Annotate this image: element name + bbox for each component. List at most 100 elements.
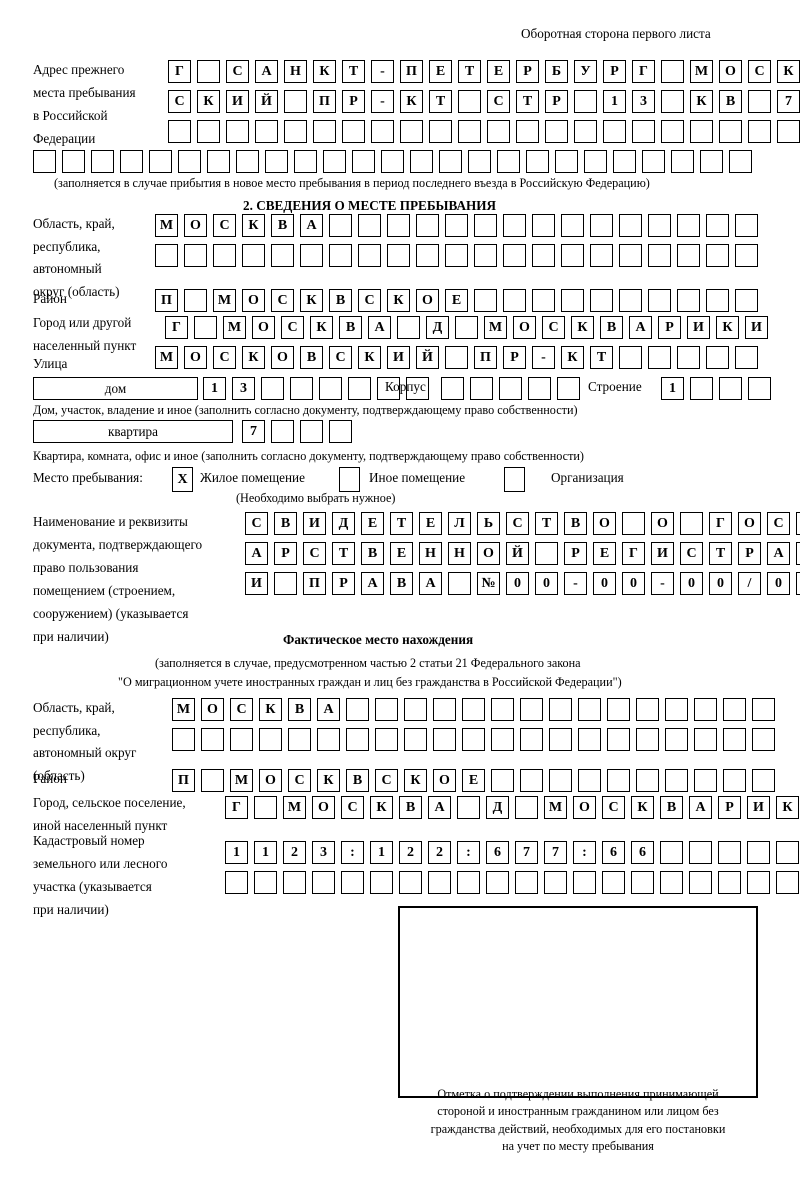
house-cell-2[interactable] [261,377,284,400]
document-r2-cell-1[interactable]: Р [274,542,297,565]
document-r3-cell-6[interactable]: А [419,572,442,595]
fact-region-r2-cell-20[interactable] [752,728,775,751]
prev-address-r1-cell-16[interactable]: Г [632,60,655,83]
prev-address-r2-cell-16[interactable]: 3 [632,90,655,113]
fact-city-cell-6[interactable]: В [399,796,422,819]
fact-region-r2-cell-1[interactable] [201,728,224,751]
fact-region-r1-cell-4[interactable]: В [288,698,311,721]
fact-district-cell-17[interactable] [665,769,688,792]
prev-address-row-4[interactable] [33,150,752,173]
fact-region-r1-cell-7[interactable] [375,698,398,721]
city-cell-8[interactable] [397,316,420,339]
prev-address-r4-cell-8[interactable] [265,150,288,173]
district-cell-6[interactable]: В [329,289,352,312]
checkbox-organization[interactable] [504,467,525,492]
street-cell-6[interactable]: С [329,346,352,369]
prev-address-r4-cell-17[interactable] [526,150,549,173]
stroenie-cell-3[interactable] [748,377,771,400]
cadastral-r1-cell-5[interactable]: 1 [370,841,393,864]
stroenie-cells[interactable]: 1 [661,377,771,400]
cadastral-r2-cell-15[interactable] [660,871,683,894]
document-r1-cell-12[interactable]: О [593,512,616,535]
prev-address-r4-cell-6[interactable] [207,150,230,173]
fact-region-r1-cell-16[interactable] [636,698,659,721]
korpus-cells[interactable] [441,377,580,400]
prev-address-r4-cell-3[interactable] [120,150,143,173]
city-cell-11[interactable]: М [484,316,507,339]
fact-district-cell-18[interactable] [694,769,717,792]
street-cell-0[interactable]: М [155,346,178,369]
fact-region-r1-cell-18[interactable] [694,698,717,721]
fact-city-cell-0[interactable]: Г [225,796,248,819]
city-cell-7[interactable]: А [368,316,391,339]
region-r1-cell-17[interactable] [648,214,671,237]
fact-city-cell-12[interactable]: О [573,796,596,819]
region-r1-cell-13[interactable] [532,214,555,237]
prev-address-r4-cell-11[interactable] [352,150,375,173]
cadastral-r2-cell-14[interactable] [631,871,654,894]
cadastral-r1-cell-1[interactable]: 1 [254,841,277,864]
district-cell-19[interactable] [706,289,729,312]
document-r3-cell-16[interactable]: 0 [709,572,732,595]
document-r3-cell-11[interactable]: - [564,572,587,595]
document-r1-cell-15[interactable] [680,512,703,535]
region-r1-cell-6[interactable] [329,214,352,237]
region-r2-cell-9[interactable] [416,244,439,267]
house-cell-6[interactable] [377,377,400,400]
fact-district-cell-5[interactable]: К [317,769,340,792]
cadastral-r1-cell-0[interactable]: 1 [225,841,248,864]
document-r1-cell-9[interactable]: С [506,512,529,535]
prev-address-r1-cell-13[interactable]: Б [545,60,568,83]
district-cell-15[interactable] [590,289,613,312]
prev-address-r3-cell-17[interactable] [661,120,684,143]
cadastral-r1-cell-10[interactable]: 7 [515,841,538,864]
prev-address-r2-cell-8[interactable]: К [400,90,423,113]
cadastral-r2-cell-1[interactable] [254,871,277,894]
house-cell-3[interactable] [290,377,313,400]
region-r2-cell-7[interactable] [358,244,381,267]
fact-district-cell-3[interactable]: О [259,769,282,792]
document-r2-cell-17[interactable]: Р [738,542,761,565]
document-r3-cell-18[interactable]: 0 [767,572,790,595]
document-r2-cell-4[interactable]: В [361,542,384,565]
district-cell-17[interactable] [648,289,671,312]
fact-district-cell-16[interactable] [636,769,659,792]
fact-region-r2-cell-2[interactable] [230,728,253,751]
city-cell-3[interactable]: О [252,316,275,339]
document-r2-cell-16[interactable]: Т [709,542,732,565]
prev-address-r1-cell-20[interactable]: С [748,60,771,83]
document-r1-cell-6[interactable]: Е [419,512,442,535]
prev-address-r4-cell-23[interactable] [700,150,723,173]
document-r1-cell-11[interactable]: В [564,512,587,535]
prev-address-r2-cell-10[interactable] [458,90,481,113]
cadastral-r2-cell-2[interactable] [283,871,306,894]
street-cell-16[interactable] [619,346,642,369]
cadastral-r2-cell-12[interactable] [573,871,596,894]
prev-address-r4-cell-24[interactable] [729,150,752,173]
prev-address-r1-cell-14[interactable]: У [574,60,597,83]
prev-address-r2-cell-20[interactable] [748,90,771,113]
district-cell-5[interactable]: К [300,289,323,312]
street-cell-1[interactable]: О [184,346,207,369]
fact-region-r2-cell-7[interactable] [375,728,398,751]
fact-city-cell-1[interactable] [254,796,277,819]
prev-address-row-3[interactable] [168,120,800,143]
house-cell-7[interactable] [406,377,429,400]
fact-region-r2-cell-12[interactable] [520,728,543,751]
document-r3-cell-7[interactable] [448,572,471,595]
document-r2-cell-6[interactable]: Н [419,542,442,565]
region-r1-cell-18[interactable] [677,214,700,237]
fact-district-cell-2[interactable]: М [230,769,253,792]
region-r1-cell-3[interactable]: К [242,214,265,237]
cadastral-r1-cell-15[interactable] [660,841,683,864]
fact-city-cell-3[interactable]: О [312,796,335,819]
region-r2-cell-0[interactable] [155,244,178,267]
cadastral-r2-cell-18[interactable] [747,871,770,894]
region-r1-cell-19[interactable] [706,214,729,237]
fact-district-cell-8[interactable]: К [404,769,427,792]
region-r2-cell-18[interactable] [677,244,700,267]
prev-address-r1-cell-12[interactable]: Р [516,60,539,83]
prev-address-r4-cell-14[interactable] [439,150,462,173]
